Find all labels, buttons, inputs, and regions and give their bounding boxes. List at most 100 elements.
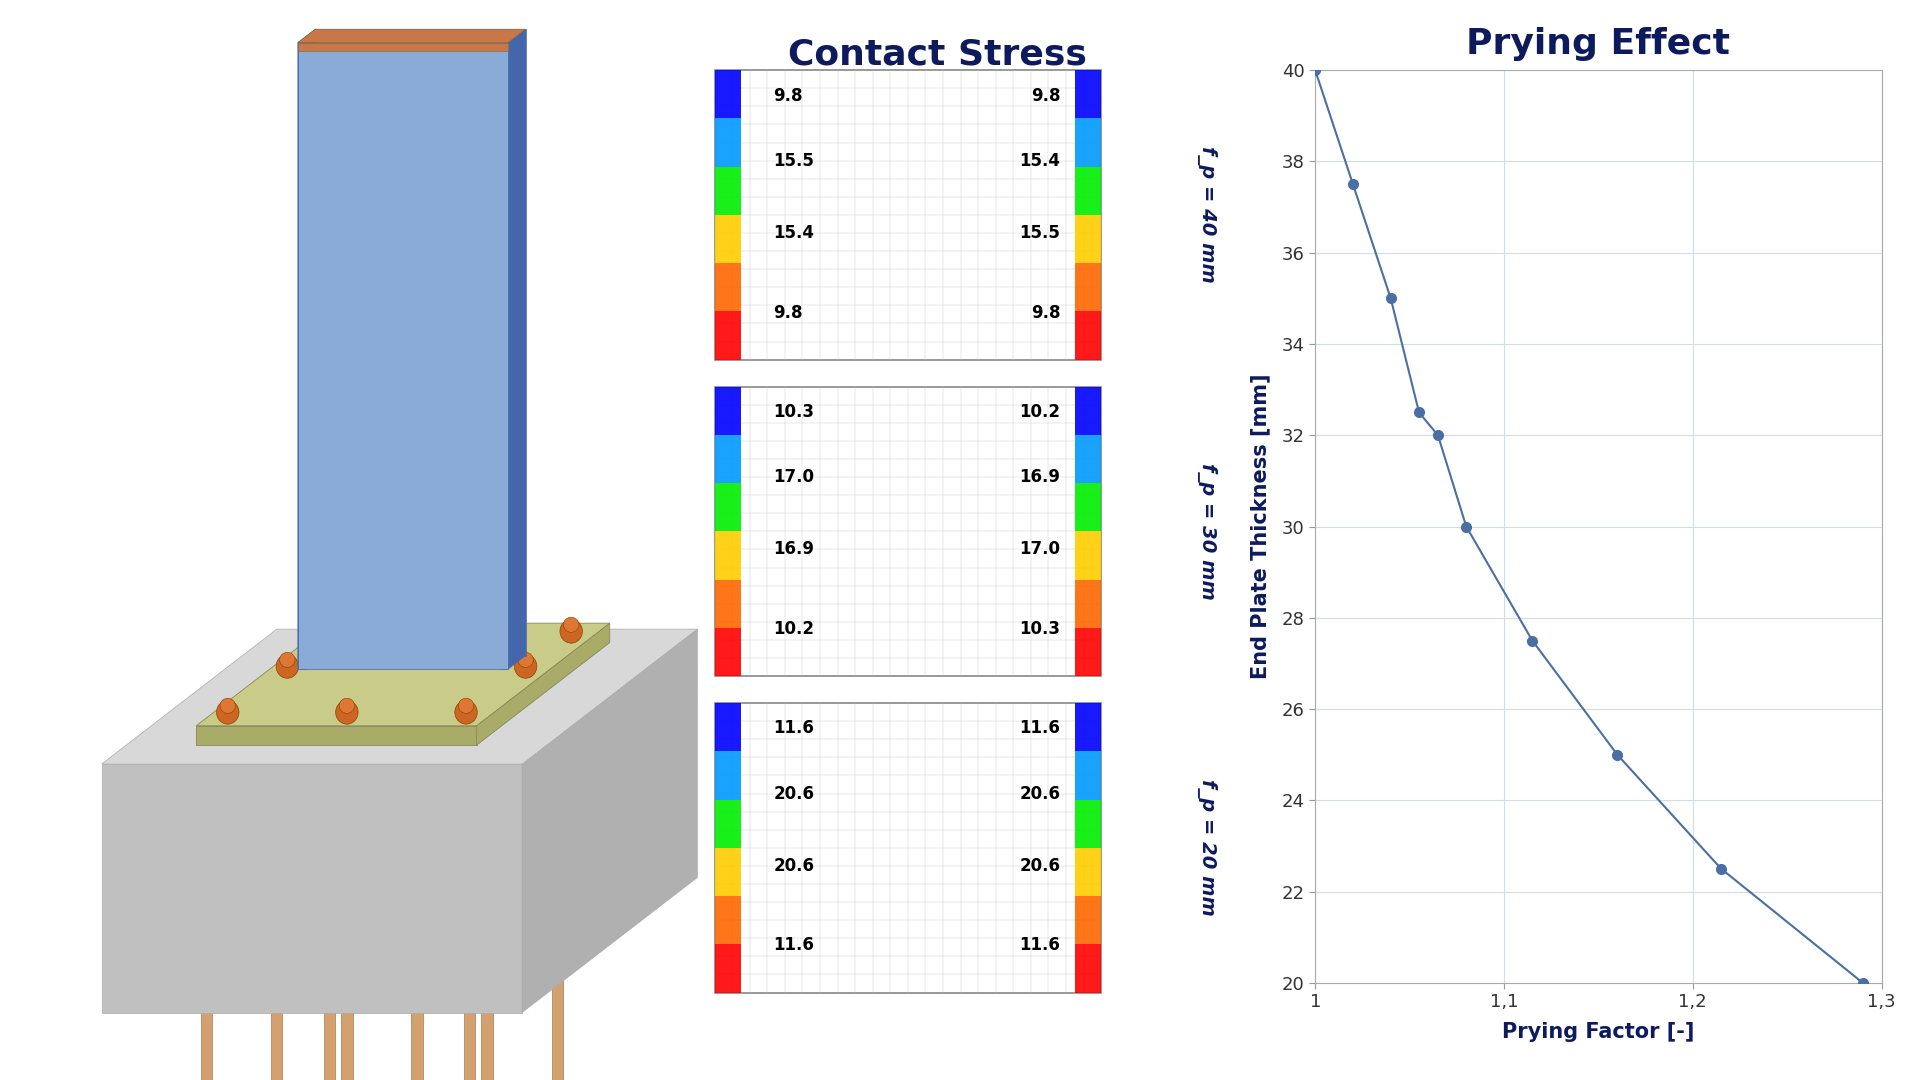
Text: f_p = 40 mm: f_p = 40 mm [1196, 147, 1217, 283]
Bar [202, 985, 213, 1080]
Text: 16.9: 16.9 [1020, 468, 1060, 486]
Ellipse shape [276, 654, 298, 678]
X-axis label: Prying Factor [-]: Prying Factor [-] [1501, 1023, 1695, 1042]
Text: 9.8: 9.8 [774, 86, 803, 105]
Bar [1075, 752, 1102, 799]
Bar [1075, 944, 1102, 993]
Bar [714, 70, 741, 119]
Bar [714, 703, 741, 752]
Bar [1075, 166, 1102, 215]
Polygon shape [102, 765, 522, 1013]
Text: 15.4: 15.4 [1020, 151, 1060, 170]
Bar [271, 931, 282, 1080]
Text: 15.5: 15.5 [774, 151, 814, 170]
Bar [714, 215, 741, 264]
Bar [1075, 848, 1102, 896]
Text: 10.2: 10.2 [1020, 403, 1060, 421]
Polygon shape [476, 623, 611, 745]
Text: 10.3: 10.3 [1020, 620, 1060, 638]
Text: 20.6: 20.6 [774, 784, 814, 802]
Ellipse shape [455, 701, 478, 725]
Bar [714, 799, 741, 848]
Ellipse shape [480, 982, 493, 989]
Polygon shape [499, 42, 509, 670]
Bar [342, 985, 353, 1080]
Ellipse shape [518, 652, 534, 667]
Bar [1075, 387, 1102, 435]
Bar [551, 931, 563, 1080]
Bar [1075, 703, 1102, 752]
Polygon shape [298, 29, 526, 42]
Ellipse shape [340, 699, 355, 714]
Text: 11.6: 11.6 [774, 719, 814, 738]
Bar [714, 387, 1102, 676]
Ellipse shape [280, 652, 296, 667]
Bar [324, 891, 334, 1080]
Bar [714, 848, 741, 896]
Bar [1075, 531, 1102, 580]
Text: 20.6: 20.6 [1020, 784, 1060, 802]
Ellipse shape [459, 699, 474, 714]
Text: 10.3: 10.3 [774, 403, 814, 421]
Bar [1075, 264, 1102, 311]
Text: 10.2: 10.2 [774, 620, 814, 638]
Bar [714, 896, 741, 944]
Polygon shape [298, 29, 315, 670]
Ellipse shape [561, 620, 582, 644]
Polygon shape [298, 42, 509, 51]
Bar [1075, 580, 1102, 627]
Ellipse shape [515, 654, 538, 678]
Polygon shape [522, 629, 697, 1013]
Bar [714, 580, 741, 627]
Bar [465, 891, 474, 1080]
Bar [1075, 896, 1102, 944]
Bar [714, 166, 741, 215]
Ellipse shape [336, 701, 359, 725]
Text: 11.6: 11.6 [1020, 936, 1060, 955]
Text: 20.6: 20.6 [774, 856, 814, 875]
Polygon shape [315, 29, 526, 656]
Bar [714, 627, 741, 676]
Ellipse shape [200, 982, 213, 989]
Bar [1075, 799, 1102, 848]
Text: 16.9: 16.9 [774, 540, 814, 558]
Bar [714, 752, 741, 799]
Bar [714, 703, 1102, 993]
Text: 15.4: 15.4 [774, 224, 814, 242]
Bar [714, 435, 741, 483]
Text: 20.6: 20.6 [1020, 856, 1060, 875]
Ellipse shape [411, 928, 422, 935]
Ellipse shape [463, 888, 476, 894]
Polygon shape [509, 29, 526, 670]
Ellipse shape [444, 618, 459, 633]
Bar [1075, 311, 1102, 360]
Title: Prying Effect: Prying Effect [1467, 27, 1730, 60]
Polygon shape [196, 726, 476, 745]
Ellipse shape [563, 618, 578, 633]
Bar [714, 944, 741, 993]
Bar [1075, 215, 1102, 264]
Polygon shape [298, 42, 307, 670]
Text: Contact Stress: Contact Stress [787, 38, 1087, 71]
Ellipse shape [323, 620, 344, 644]
Bar [1075, 70, 1102, 119]
Text: 11.6: 11.6 [774, 936, 814, 955]
Text: 17.0: 17.0 [774, 468, 814, 486]
Ellipse shape [323, 888, 336, 894]
Bar [714, 483, 741, 531]
Bar [1075, 483, 1102, 531]
Ellipse shape [340, 982, 353, 989]
Ellipse shape [324, 618, 340, 633]
Bar [714, 311, 741, 360]
Ellipse shape [551, 928, 563, 935]
Text: 9.8: 9.8 [774, 303, 803, 322]
Bar [1075, 435, 1102, 483]
Bar [714, 70, 1102, 360]
Ellipse shape [217, 701, 238, 725]
Text: 9.8: 9.8 [1031, 86, 1060, 105]
Bar [1075, 119, 1102, 166]
Text: f_p = 20 mm: f_p = 20 mm [1196, 780, 1217, 916]
Ellipse shape [442, 620, 463, 644]
Text: 15.5: 15.5 [1020, 224, 1060, 242]
Polygon shape [102, 629, 697, 765]
